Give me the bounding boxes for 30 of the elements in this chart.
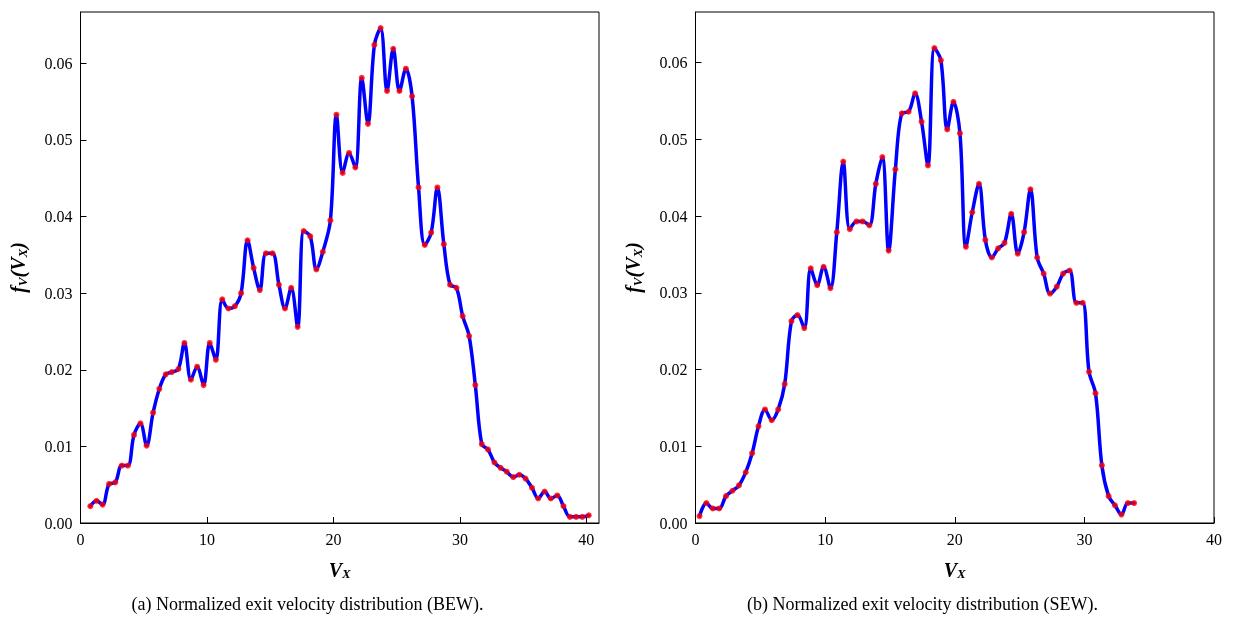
- x-tick-label: 0: [76, 530, 85, 548]
- x-tick-label: 30: [1076, 530, 1093, 548]
- x-tick-label: 30: [451, 530, 468, 548]
- x-tick-label: 40: [578, 530, 595, 548]
- x-tick-label: 20: [325, 530, 342, 548]
- y-tick-label: 0.06: [659, 54, 688, 72]
- text: (b) Normalized exit velocity distribution (SEW).: [747, 594, 1098, 615]
- y-tick-label: 0.03: [659, 284, 688, 302]
- y-tick-label: 0.02: [659, 361, 688, 379]
- y-tick-label: 0.01: [44, 437, 73, 455]
- y-tick-label: 0.00: [44, 514, 73, 532]
- y-tick-label: 0.04: [659, 207, 688, 225]
- y-tick-label: 0.02: [44, 361, 73, 379]
- y-tick-label: 0.00: [659, 514, 688, 532]
- y-tick-label: 0.01: [659, 437, 688, 455]
- y-tick-label: 0.05: [44, 131, 73, 149]
- y-tick-label: 0.05: [659, 130, 688, 148]
- y-axis-title: fV(VX): [7, 242, 30, 293]
- y-tick-label: 0.03: [44, 284, 73, 302]
- text: (a) Normalized exit velocity distribution (BEW).: [131, 594, 484, 615]
- x-tick-label: 10: [198, 530, 215, 548]
- x-tick-label: 40: [1206, 530, 1222, 548]
- x-tick-label: 0: [691, 530, 700, 548]
- y-tick-label: 0.06: [44, 54, 73, 72]
- x-axis-title: VX: [328, 558, 352, 581]
- x-tick-label: 10: [817, 530, 834, 548]
- x-tick-label: 20: [946, 530, 963, 548]
- x-axis-title: VX: [943, 558, 967, 581]
- y-axis-title: fV(VX): [622, 242, 645, 293]
- y-tick-label: 0.04: [44, 208, 73, 226]
